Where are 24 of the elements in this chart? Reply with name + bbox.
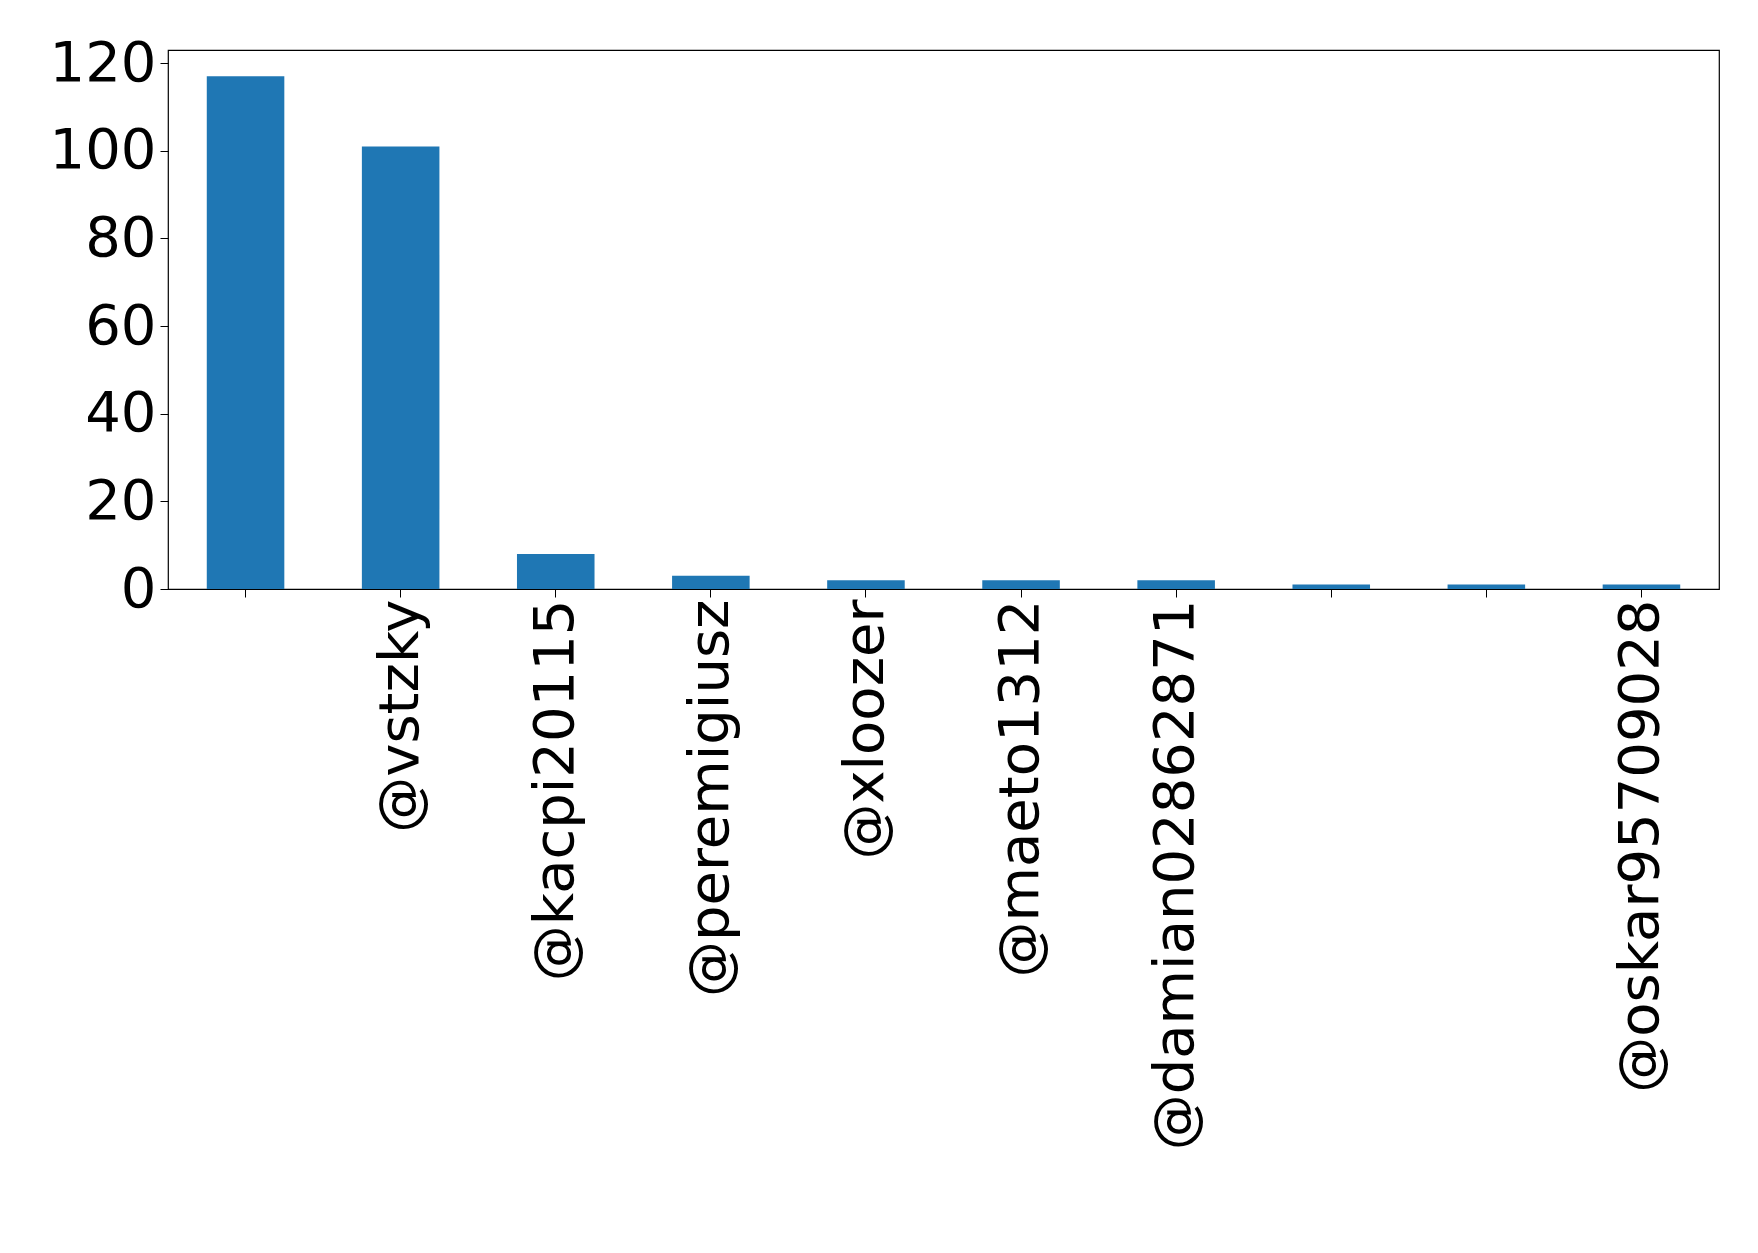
y-tick-label: 20 [85,466,157,532]
bar [1447,584,1526,589]
x-tick-label: @peremigiusz [675,599,741,998]
bar [1137,580,1215,589]
bar [1292,584,1371,589]
y-tick-label: 100 [49,116,157,182]
y-tick-label: 0 [120,554,157,620]
bar [516,553,595,589]
bar [361,146,440,589]
y-tick-label: 120 [49,28,157,94]
bar [672,575,750,589]
bar [982,580,1060,589]
x-tick-label: @kacpi20115 [520,599,586,982]
bar [1602,584,1681,589]
y-tick-label: 40 [85,379,157,445]
bar [206,76,285,589]
x-tick-label: @maeto1312 [986,599,1052,978]
x-tick-label: @xloozer [830,598,896,860]
y-tick-label: 60 [85,291,157,357]
y-tick-label: 80 [85,203,157,269]
bar [827,580,905,589]
x-tick-label: @vstzky [365,599,431,833]
x-tick-label: @damian02862871 [1141,599,1207,1151]
x-tick-label: @oskar95709028 [1606,599,1672,1093]
